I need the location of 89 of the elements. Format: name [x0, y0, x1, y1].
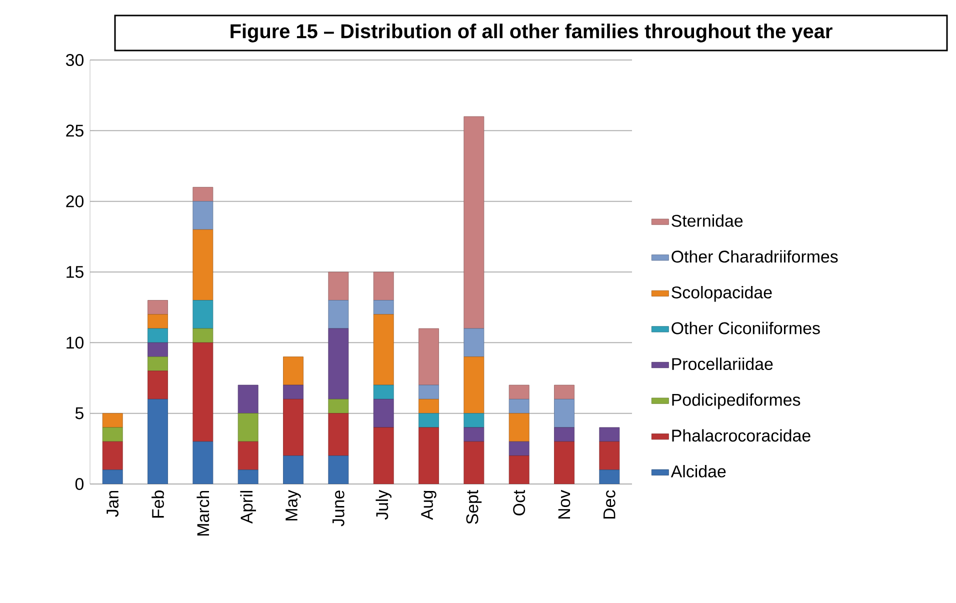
- bar: [464, 427, 484, 442]
- y-tick-label: 5: [75, 407, 84, 420]
- x-tick-label: Sept: [466, 490, 482, 524]
- bar: [464, 413, 484, 428]
- bar: [148, 328, 168, 343]
- y-tick-label: 30: [66, 54, 84, 66]
- bar: [192, 441, 214, 484]
- bar: [238, 413, 258, 442]
- bar: [508, 441, 530, 456]
- x-tick-label: Oct: [513, 490, 526, 516]
- x-tick-label: May: [286, 490, 301, 520]
- bar: [464, 328, 484, 357]
- legend-label: Sternidae: [672, 214, 743, 227]
- x-tick-label: Dec: [604, 490, 616, 519]
- bar: [554, 398, 574, 428]
- legend-label: Scolopacidae: [672, 286, 772, 302]
- legend-label: Phalacrocoracidae: [672, 429, 810, 442]
- bar: [148, 314, 168, 329]
- legend-label: Alcidae: [670, 464, 726, 478]
- bar: [238, 441, 258, 470]
- bar: [192, 342, 214, 442]
- chart-title: Figure 15 – Distribution of all other families throughout the year: [230, 24, 832, 42]
- bar: [238, 470, 258, 484]
- bar: [102, 413, 123, 428]
- bar: [283, 456, 304, 484]
- bar: [373, 384, 394, 400]
- y-tick-label: 15: [66, 266, 84, 278]
- y-tick-label: 0: [75, 478, 84, 490]
- bar: [192, 201, 214, 230]
- bar: [328, 328, 349, 400]
- bar: [283, 398, 304, 456]
- bar: [148, 398, 168, 484]
- bar: [192, 186, 214, 202]
- bar: [238, 384, 258, 414]
- legend-label: Other Ciconiiformes: [672, 322, 820, 334]
- bar: [373, 427, 394, 484]
- bar: [328, 272, 349, 300]
- x-tick-label: July: [376, 490, 392, 520]
- bar: [554, 441, 574, 484]
- legend-label: Other Charadriiformes: [672, 250, 838, 263]
- bar: [554, 384, 574, 400]
- bar: [102, 470, 123, 484]
- x-tick-label: Nov: [558, 490, 570, 519]
- x-tick-label: Aug: [421, 490, 436, 520]
- x-tick-label: Feb: [152, 490, 164, 518]
- x-tick-label: April: [240, 490, 256, 524]
- bar: [599, 441, 620, 470]
- bar: [599, 427, 620, 442]
- bar: [418, 427, 439, 484]
- bar: [508, 384, 530, 400]
- y-tick-label: 25: [66, 124, 84, 137]
- bar: [508, 413, 530, 442]
- bar: [192, 328, 214, 343]
- bar: [373, 272, 394, 300]
- bar: [599, 470, 620, 484]
- legend-label: Podicipediformes: [672, 393, 800, 410]
- bar: [464, 116, 484, 329]
- y-tick-label: 10: [66, 336, 84, 349]
- bar: [148, 370, 168, 400]
- bar: [102, 427, 123, 442]
- bar: [328, 413, 349, 456]
- bar: [192, 300, 214, 329]
- bar: [373, 398, 394, 428]
- bar: [418, 384, 439, 400]
- bar: [283, 356, 304, 386]
- x-tick-label: March: [196, 490, 210, 536]
- y-tick-label: 20: [66, 195, 84, 208]
- bar: [418, 413, 439, 428]
- bar: [328, 398, 349, 414]
- bar: [102, 441, 123, 470]
- bar: [464, 356, 484, 414]
- legend-label: Procellariidae: [672, 358, 773, 370]
- x-tick-label: Jan: [106, 490, 119, 517]
- bar: [418, 328, 439, 386]
- x-tick-label: June: [332, 490, 344, 526]
- bar: [508, 398, 530, 414]
- bar: [508, 456, 530, 484]
- bar: [148, 300, 168, 315]
- bar: [328, 300, 349, 329]
- bar: [418, 398, 439, 414]
- bar: [328, 456, 349, 484]
- bar: [373, 300, 394, 315]
- bar: [148, 342, 168, 357]
- bar: [283, 384, 304, 400]
- bar: [148, 356, 168, 372]
- bar: [554, 427, 574, 442]
- bar: [373, 314, 394, 386]
- bar: [464, 441, 484, 484]
- bar: [192, 229, 214, 300]
